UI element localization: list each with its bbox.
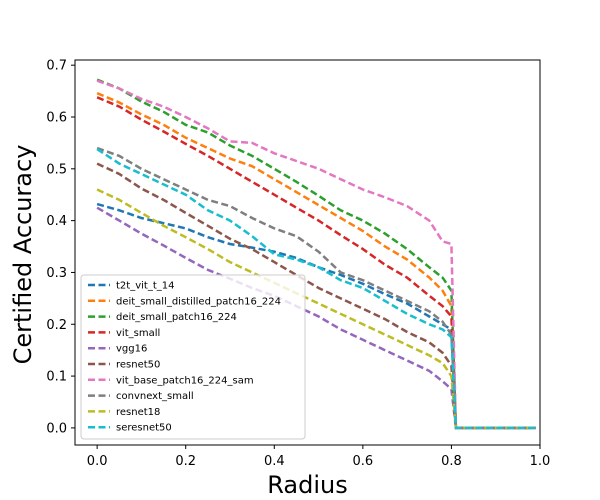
y-tick-label: 0.2 [46, 318, 67, 333]
y-tick-label: 0.4 [46, 214, 67, 229]
x-axis-ticks: 0.0 0.2 0.4 0.6 0.8 1.0 [87, 445, 551, 469]
series-line-resnet50 [96, 162, 536, 430]
x-tick-label: 0.4 [264, 454, 285, 469]
legend: t2t_vit_t_14 deit_small_distilled_patch16… [80, 274, 306, 440]
legend-label: deit_small_patch16_224 [116, 312, 237, 323]
y-axis-title: Certified Accuracy [9, 145, 37, 365]
y-tick-label: 0.7 [46, 59, 67, 74]
x-tick-label: 0.0 [87, 454, 108, 469]
series-line-resnet18 [96, 188, 536, 430]
series-line-deit_small_patch16_224 [96, 78, 536, 430]
legend-label: vit_base_patch16_224_sam [116, 375, 254, 386]
legend-label: vgg16 [116, 344, 147, 355]
series-line-vit_base_patch16_224_sam [96, 79, 536, 430]
y-tick-label: 0.3 [46, 266, 67, 281]
y-tick-label: 0.6 [46, 110, 67, 125]
series-line-vgg16 [96, 206, 536, 430]
y-tick-label: 0.1 [46, 370, 67, 385]
series-line-convnext_small [96, 146, 536, 430]
x-axis-title: Radius [267, 471, 347, 499]
legend-label: resnet18 [116, 407, 160, 418]
y-tick-label: 0.5 [46, 162, 67, 177]
legend-frame [80, 274, 306, 440]
legend-label: t2t_vit_t_14 [116, 281, 174, 292]
series-line-vit_small [96, 96, 536, 430]
x-tick-label: 0.2 [175, 454, 196, 469]
legend-label: deit_small_distilled_patch16_224 [116, 296, 281, 307]
x-tick-label: 1.0 [530, 454, 551, 469]
y-tick-label: 0.0 [46, 421, 67, 436]
series-line-deit_small_distilled_patch16_224 [96, 92, 536, 430]
legend-label: vit_small [116, 328, 160, 339]
series-line-seresnet50 [96, 148, 536, 430]
legend-label: seresnet50 [116, 423, 172, 434]
x-tick-label: 0.6 [353, 454, 374, 469]
y-axis-ticks: 0.0 0.1 0.2 0.3 0.4 0.5 0.6 0.7 [46, 59, 75, 436]
x-tick-label: 0.8 [441, 454, 462, 469]
series-layer [96, 78, 536, 430]
legend-label: resnet50 [116, 360, 160, 371]
legend-label: convnext_small [116, 391, 194, 402]
